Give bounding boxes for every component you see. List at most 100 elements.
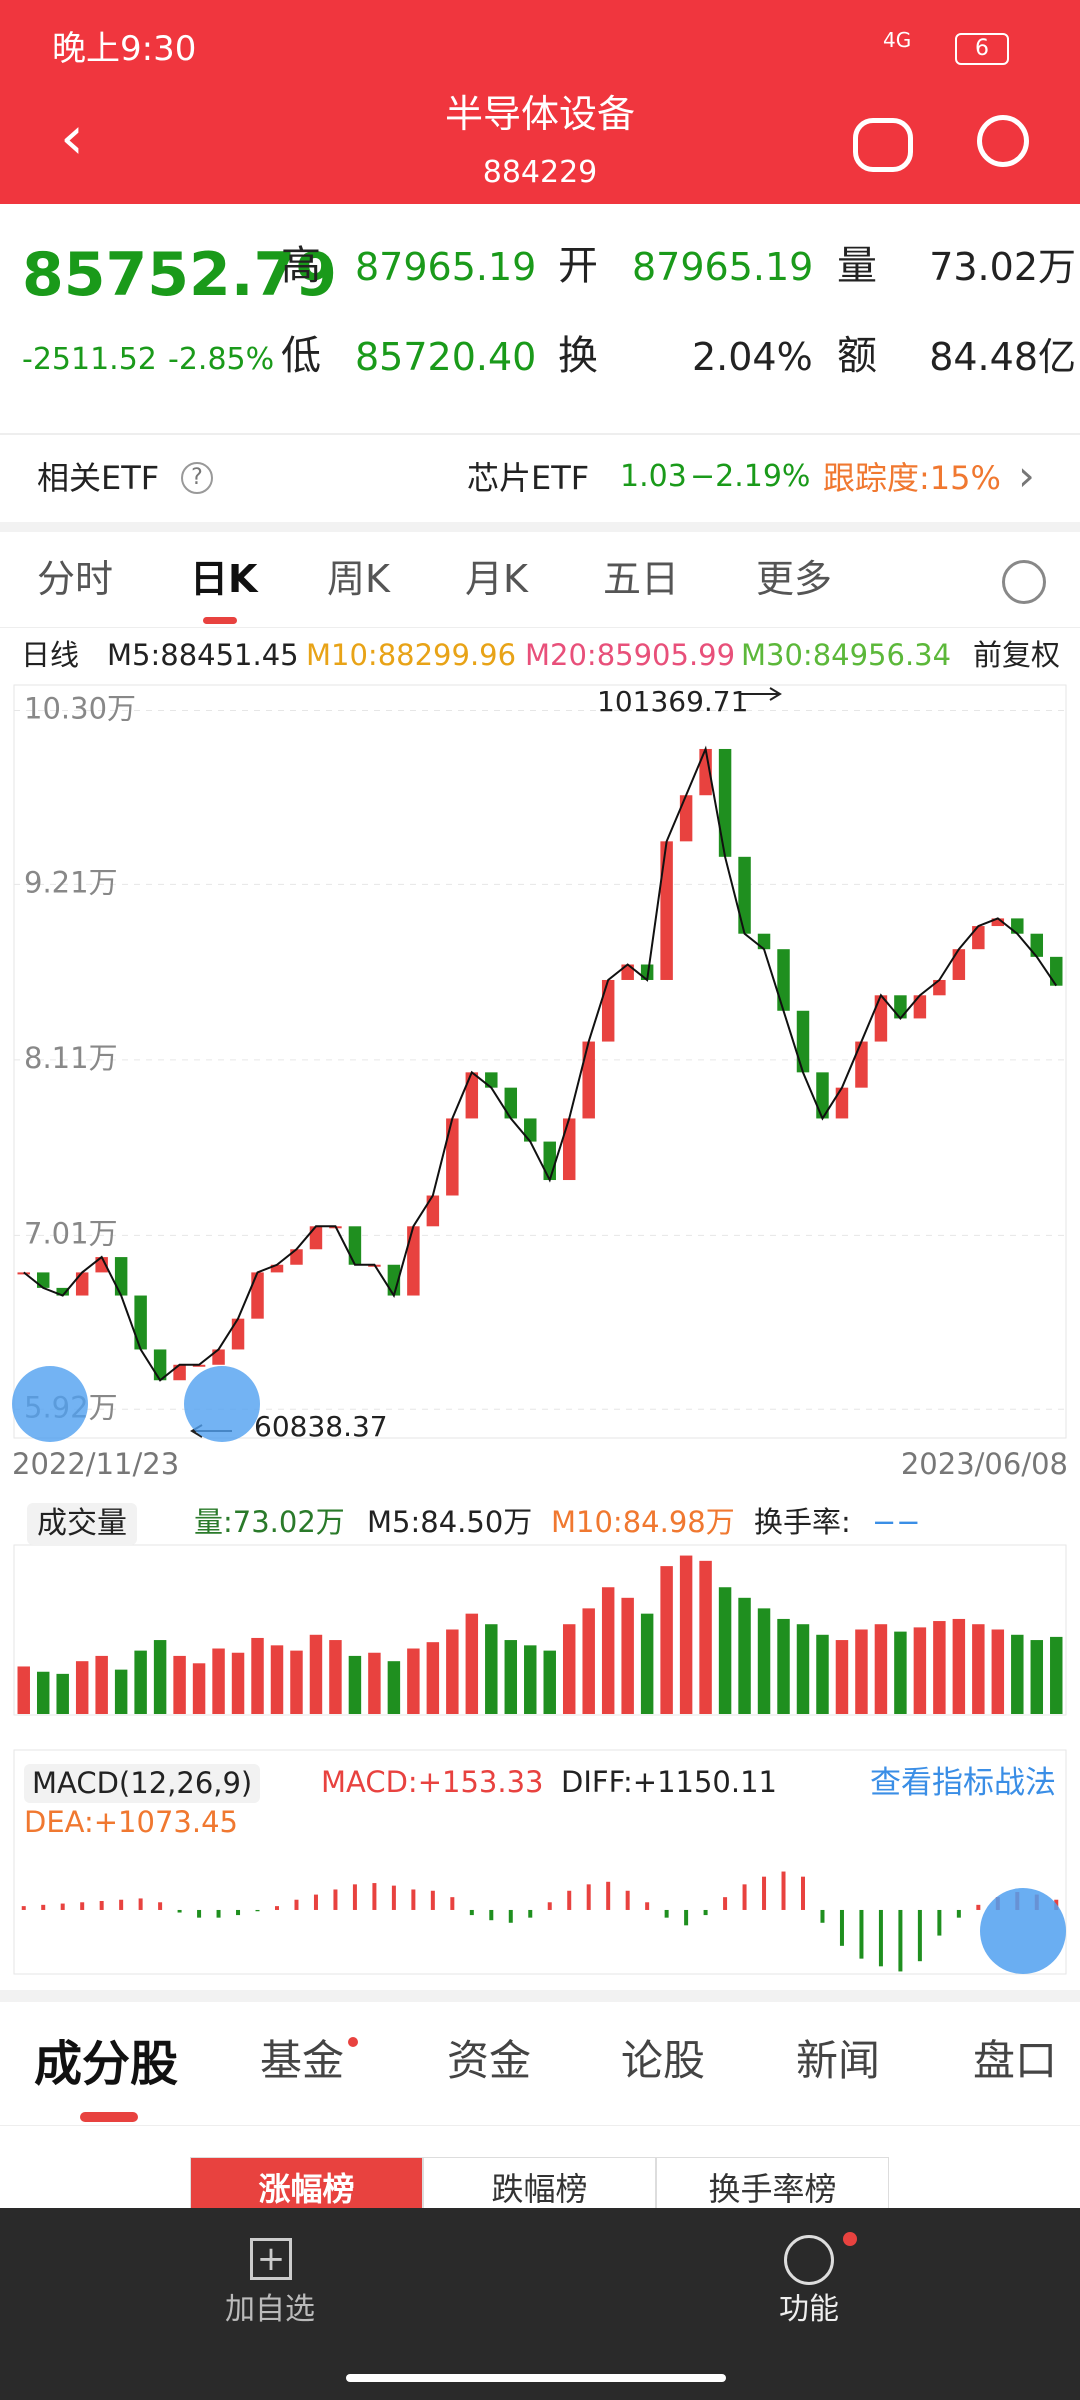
tab[interactable]: 分时 [37,557,114,601]
adjust[interactable]: 前复权 [972,638,1060,672]
sub-tab[interactable]: 换手率榜 [656,2157,889,2209]
bottom-tab[interactable]: 资金 [447,2036,532,2085]
macd-bar [158,1902,163,1910]
volume-bar [913,1627,927,1714]
candle [894,995,907,1019]
macd-bar [528,1909,533,1918]
macd-bar [60,1903,65,1910]
candle [56,1287,69,1296]
help-icon[interactable]: ? [181,462,213,494]
candle [952,949,966,980]
volume-bar [601,1587,615,1714]
candle [874,995,888,1042]
divider [0,522,1080,532]
volume-bar [465,1613,479,1714]
volume-bar [348,1655,362,1714]
arrow [740,687,782,701]
ma30: M30:84956.34 [741,638,952,672]
volume-bar [679,1555,693,1714]
volume-bar [368,1652,381,1714]
diff: DIFF:+1150.11 [561,1765,777,1799]
back[interactable]: ‹ [60,103,84,173]
volume-bar [134,1650,147,1714]
dea: DEA:+1073.45 [24,1805,238,1839]
volume-bar [173,1655,186,1714]
search-icon[interactable] [977,115,1029,167]
macd-bar [956,1909,961,1918]
volume-bar [894,1631,907,1714]
bottom-tab[interactable]: 盘口 [973,2036,1058,2085]
turnover-value: −− [872,1505,921,1539]
volume-selector[interactable]: 成交量 [27,1503,137,1545]
label: 开 [558,243,598,289]
macd-bar [197,1909,202,1918]
bottom-tab[interactable]: 新闻 [796,2036,881,2085]
add-icon[interactable]: + [250,2238,292,2280]
volume-bar [796,1624,810,1714]
etf-name[interactable]: 芯片ETF [467,459,590,497]
volume-bar [17,1666,30,1714]
label: 低 [281,333,321,379]
etf-pct: −2.19% [690,459,811,494]
macd-selector[interactable]: MACD(12,26,9) [24,1764,261,1803]
candle [173,1364,186,1381]
sub-tab[interactable]: 涨幅榜 [190,2157,423,2209]
macd-bar [99,1901,104,1910]
robot-icon[interactable] [853,118,913,172]
volume-bar [114,1669,128,1714]
start-date: 2022/11/23 [12,1447,180,1481]
candle [738,856,751,934]
candle [95,1257,108,1273]
divider [0,1990,1080,2002]
candle [640,964,654,980]
candle [933,979,946,996]
home-indicator [346,2374,726,2382]
turnover: 换手率: [754,1505,851,1539]
tab[interactable]: 周K [327,557,390,601]
sub-tab[interactable]: 跌幅榜 [423,2157,656,2209]
volume-bar [1030,1640,1044,1714]
chevron[interactable]: › [1018,451,1035,500]
y-tick-label: 7.01万 [24,1216,118,1250]
volume-bar [757,1608,771,1714]
candle [524,1118,537,1142]
label: 额 [837,333,877,379]
candle [251,1272,264,1319]
settings[interactable] [1002,560,1046,604]
candle [1030,933,1044,957]
volume-bar [75,1661,89,1714]
divider [0,627,1080,628]
volume-bar [835,1640,849,1714]
macd-bar [723,1897,728,1910]
candle [679,795,693,842]
tab-underline [203,617,237,624]
macd-link[interactable]: 查看指标战法 [870,1765,1056,1801]
bottom-tab[interactable]: 基金 [260,2036,345,2085]
candle [465,1072,479,1119]
macd-bar [839,1909,844,1946]
macd-bar [684,1909,689,1926]
bottom-tab[interactable]: 论股 [621,2036,706,2085]
tab[interactable]: 五日 [603,557,680,601]
float-button[interactable] [980,1888,1066,1974]
tab[interactable]: 月K [465,557,528,601]
float-button[interactable] [12,1366,88,1442]
change: -2511.52 [22,342,157,377]
nav-function[interactable]: 功能 [779,2292,839,2327]
code: 884229 [482,155,598,190]
volume-bar [446,1629,459,1714]
dot [348,2037,358,2047]
value: 84.48亿 [929,335,1076,379]
volume-bar [972,1624,985,1714]
macd-bar [878,1909,883,1967]
nav-add[interactable]: 加自选 [225,2292,315,2327]
volume-bar [699,1560,712,1714]
macd-bar [898,1909,903,1972]
bottom-tab[interactable]: 成分股 [34,2036,179,2092]
tab[interactable]: 日K [190,557,258,601]
candle [582,1041,595,1119]
tab[interactable]: 更多 [756,557,833,601]
function-icon[interactable] [784,2235,834,2285]
float-button[interactable] [184,1366,260,1442]
